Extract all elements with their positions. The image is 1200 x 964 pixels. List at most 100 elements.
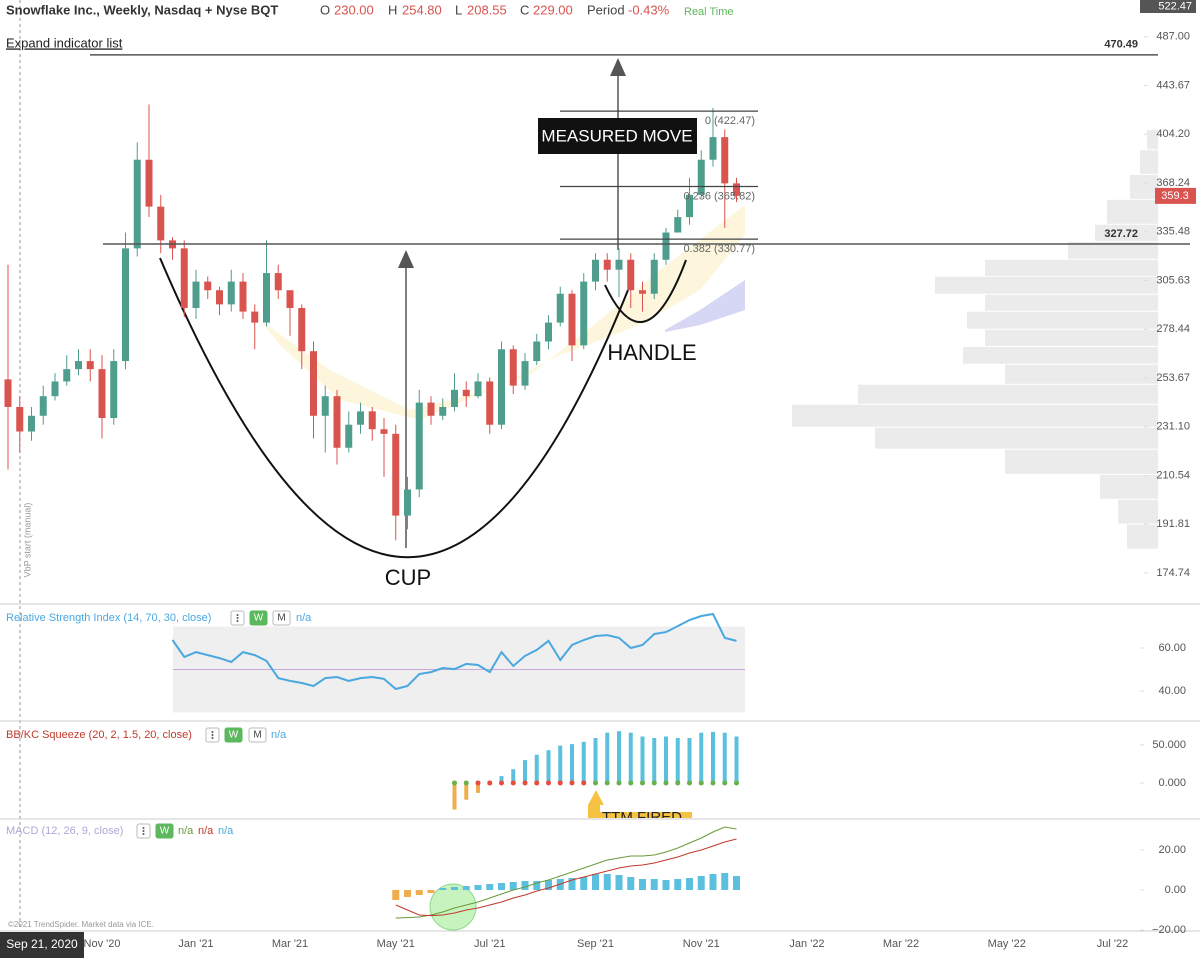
volume-profile-bar xyxy=(1118,499,1158,524)
candle-body xyxy=(216,290,223,305)
last-price-label: 359.3 xyxy=(1161,190,1189,202)
toggle-button[interactable] xyxy=(224,727,243,743)
fib-label: 0.382 (330.77) xyxy=(683,243,755,255)
menu-dot xyxy=(142,827,145,829)
macd-bar xyxy=(568,878,576,890)
squeeze-dot xyxy=(487,780,493,786)
y-tick-label: −20.00 xyxy=(1152,924,1186,936)
squeeze-bar xyxy=(699,732,704,783)
candle-body xyxy=(298,307,306,352)
x-tick-label: Mar '21 xyxy=(272,938,308,950)
y-tick-label: 210.54 xyxy=(1156,469,1190,481)
menu-dot xyxy=(211,734,214,736)
menu-icon[interactable] xyxy=(230,610,245,626)
squeeze-bar xyxy=(628,732,633,783)
toggle-label: W xyxy=(160,826,170,837)
toggle-label: M xyxy=(277,613,285,624)
macd-bar xyxy=(627,877,635,890)
candle-body xyxy=(451,389,458,407)
volume-profile-bar xyxy=(1005,449,1158,474)
ohlc-label: O xyxy=(320,2,330,17)
y-tick-label: 305.63 xyxy=(1156,274,1190,286)
squeeze-bar xyxy=(687,738,692,783)
y-tick-label: 60.00 xyxy=(1158,642,1186,654)
volume-profile-bar xyxy=(963,346,1158,364)
volume-profile-bar xyxy=(985,329,1158,346)
legend-entry: n/a xyxy=(178,825,194,837)
squeeze-dot xyxy=(628,780,634,786)
menu-dot xyxy=(211,731,214,733)
squeeze-dot xyxy=(581,780,587,786)
ttm-callout: TTM FIRED xyxy=(588,790,692,818)
y-tick-label: 174.74 xyxy=(1156,567,1190,579)
toggle-button[interactable] xyxy=(155,823,174,839)
volume-profile-bar xyxy=(1005,364,1158,384)
squeeze-bar xyxy=(617,731,621,783)
squeeze-bar xyxy=(734,736,739,783)
expand-link[interactable]: Expand indicator list xyxy=(6,35,123,50)
squeeze-dot xyxy=(651,780,657,786)
fib-label: 0 (422.47) xyxy=(705,115,755,127)
candle-body xyxy=(733,183,740,196)
candle-body xyxy=(521,361,529,386)
ohlc-value: 208.55 xyxy=(467,2,507,17)
squeeze-dot xyxy=(463,780,469,786)
candle-body xyxy=(39,396,47,416)
candle-body xyxy=(133,159,141,249)
squeeze-dot xyxy=(663,780,669,786)
annotation: HANDLE xyxy=(607,340,696,365)
candle-body xyxy=(697,159,705,195)
volume-profile-bar xyxy=(1127,524,1158,549)
menu-dot xyxy=(236,614,239,616)
candle-body xyxy=(404,489,411,516)
candle-body xyxy=(709,137,717,160)
volume-profile-bar xyxy=(1147,130,1158,150)
last-price-badge xyxy=(1155,187,1196,204)
x-tick-label: Mar '22 xyxy=(883,938,919,950)
candle-body xyxy=(533,341,541,362)
toggle-button[interactable] xyxy=(272,610,291,626)
volume-profile-bar xyxy=(1130,174,1158,199)
menu-icon[interactable] xyxy=(136,823,151,839)
y-tick-label: 404.20 xyxy=(1156,128,1190,140)
macd-line xyxy=(395,838,737,917)
squeeze-bar xyxy=(605,732,610,783)
volume-profile-bar xyxy=(1095,224,1158,241)
candle-body xyxy=(239,281,247,312)
y-tick-label: 278.44 xyxy=(1156,323,1190,335)
volume-profile-bar xyxy=(792,404,1158,427)
toggle-label: M xyxy=(253,730,261,741)
candle-body xyxy=(86,361,94,370)
candle-body xyxy=(227,281,235,305)
ohlc-value: 230.00 xyxy=(334,2,374,17)
x-tick-label: Nov '20 xyxy=(84,938,121,950)
squeeze-dot xyxy=(557,780,563,786)
volume-profile-bar xyxy=(985,294,1158,311)
candle-body xyxy=(51,381,59,397)
squeeze-dot xyxy=(522,780,528,786)
crosshair-badge xyxy=(0,932,84,958)
y-tick-label: 40.00 xyxy=(1158,685,1186,697)
candle-body xyxy=(615,259,623,270)
toggle-button[interactable] xyxy=(248,727,267,743)
candle-body xyxy=(650,259,658,294)
candle-body xyxy=(474,381,482,397)
macd-bar xyxy=(686,878,693,890)
macd-bar xyxy=(392,890,400,900)
candle-body xyxy=(486,381,494,425)
menu-dot xyxy=(142,833,145,835)
squeeze-dot xyxy=(475,780,481,786)
squeeze-bar xyxy=(523,760,527,783)
x-tick-label: Sep '21 xyxy=(577,938,614,950)
volume-profile-bar xyxy=(985,259,1158,276)
squeeze-dot xyxy=(687,780,692,786)
macd-line xyxy=(395,826,737,919)
volume-profile-bar xyxy=(935,276,1158,294)
candle-body xyxy=(368,411,376,430)
x-tick-label: Jul '21 xyxy=(474,938,505,950)
menu-icon[interactable] xyxy=(205,727,220,743)
toggle-button[interactable] xyxy=(249,610,268,626)
panel-status: n/a xyxy=(218,825,234,837)
candle-body xyxy=(180,248,188,308)
volume-profile-bar xyxy=(1107,199,1158,224)
